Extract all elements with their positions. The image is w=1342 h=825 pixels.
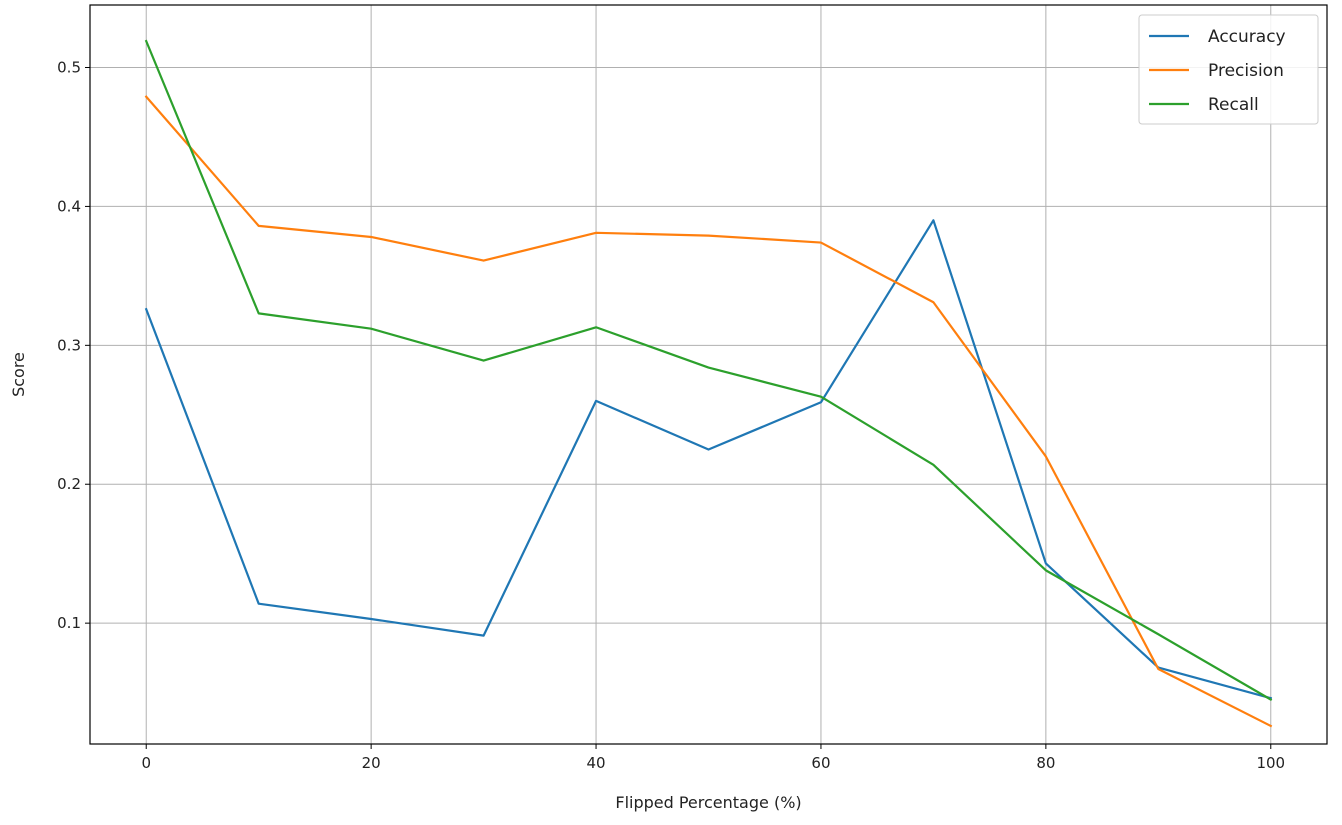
y-axis-title: Score (9, 352, 28, 397)
grid-lines (90, 5, 1327, 744)
precision-series-line (144, 95, 1273, 728)
accuracy-series-line (144, 219, 1273, 700)
y-tick-label: 0.4 (57, 197, 81, 215)
y-tick-label: 0.1 (57, 614, 81, 632)
plot-background (90, 5, 1327, 744)
x-tick-label: 100 (1256, 754, 1285, 772)
x-tick-label: 80 (1036, 754, 1055, 772)
axis-ticks: 0 20 40 60 80 100 0.1 0.2 0.3 0.4 0.5 (57, 59, 1285, 772)
legend-box (1138, 14, 1319, 125)
y-tick-label: 0.5 (57, 59, 81, 77)
precision-legend-label: Precision (1208, 61, 1284, 81)
y-tick-label: 0.3 (57, 336, 81, 354)
series-lines (144, 39, 1273, 728)
x-tick-label: 0 (141, 754, 151, 772)
recall-legend-label: Recall (1208, 95, 1259, 115)
accuracy-legend-label: Accuracy (1208, 27, 1286, 47)
x-tick-label: 40 (586, 754, 605, 772)
x-tick-label: 20 (362, 754, 381, 772)
y-tick-label: 0.2 (57, 475, 81, 493)
legend: Accuracy Precision Recall (1138, 14, 1319, 125)
x-tick-label: 60 (811, 754, 830, 772)
plot-frame (89, 4, 1328, 745)
x-axis-title: Flipped Percentage (%) (615, 793, 801, 812)
recall-series-line (144, 39, 1273, 702)
